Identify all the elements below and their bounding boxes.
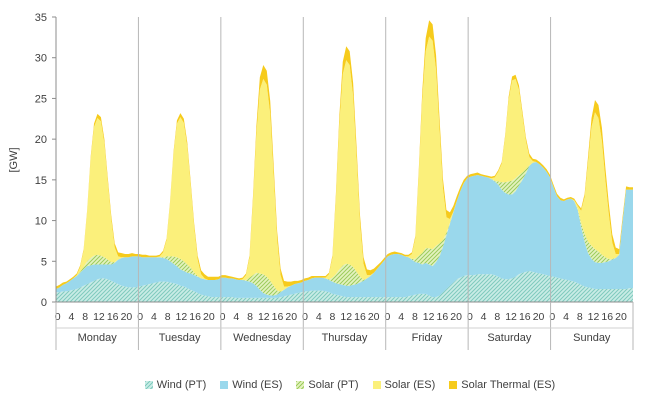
legend-label: Solar (PT) bbox=[308, 379, 359, 391]
legend-label: Wind (ES) bbox=[232, 379, 283, 391]
legend-label: Wind (PT) bbox=[156, 379, 207, 391]
day-label: Tuesday bbox=[159, 332, 201, 344]
hour-tick-label: 4 bbox=[151, 311, 157, 323]
day-separators bbox=[137, 17, 552, 302]
hour-tick-label: 0 bbox=[385, 311, 391, 323]
hour-tick-label: 8 bbox=[247, 311, 253, 323]
hour-tick-label: 16 bbox=[519, 311, 531, 323]
series-area-wind-es bbox=[56, 161, 633, 298]
hour-tick-label: 4 bbox=[481, 311, 487, 323]
hour-tick-label: 12 bbox=[258, 311, 270, 323]
series-area-solar-pt bbox=[56, 161, 633, 296]
hour-tick-label: 4 bbox=[398, 311, 404, 323]
hour-tick-label: 16 bbox=[107, 311, 119, 323]
y-tick-label: 35 bbox=[35, 12, 47, 24]
y-tick-label: 5 bbox=[41, 256, 47, 268]
y-tick-label: 30 bbox=[35, 53, 47, 65]
legend-label: Solar (ES) bbox=[384, 379, 436, 391]
hour-tick-label: 12 bbox=[176, 311, 188, 323]
legend-swatch bbox=[449, 381, 458, 389]
y-tick-label: 0 bbox=[41, 297, 47, 309]
hour-tick-label: 0 bbox=[467, 311, 473, 323]
y-axis-label: [GW] bbox=[8, 147, 20, 172]
hour-tick-label: 8 bbox=[330, 311, 336, 323]
hour-tick-label: 8 bbox=[494, 311, 500, 323]
legend-item: Wind (ES) bbox=[220, 377, 282, 393]
legend-swatch bbox=[372, 381, 381, 389]
hour-tick-label: 8 bbox=[82, 311, 88, 323]
hour-tick-label: 12 bbox=[423, 311, 435, 323]
hour-tick-label: 20 bbox=[121, 311, 133, 323]
day-label: Friday bbox=[412, 332, 443, 344]
hour-tick-label: 12 bbox=[93, 311, 105, 323]
legend-item: Solar Thermal (ES) bbox=[449, 377, 555, 393]
series-area-solar-es bbox=[56, 36, 633, 292]
legend-item: Wind (PT) bbox=[144, 377, 207, 393]
hour-tick-label: 20 bbox=[533, 311, 545, 323]
hour-tick-label: 20 bbox=[285, 311, 297, 323]
legend-label: Solar Thermal (ES) bbox=[461, 379, 556, 391]
hour-tick-label: 20 bbox=[450, 311, 462, 323]
hour-tick-label: 4 bbox=[563, 311, 569, 323]
hour-tick-label: 20 bbox=[615, 311, 627, 323]
series-area-wind-pt bbox=[56, 271, 633, 302]
legend-swatch bbox=[220, 381, 229, 389]
legend-swatch bbox=[296, 381, 305, 389]
hour-tick-label: 0 bbox=[549, 311, 555, 323]
hour-tick-label: 16 bbox=[354, 311, 366, 323]
hour-tick-label: 12 bbox=[588, 311, 600, 323]
legend-swatch bbox=[144, 381, 153, 389]
day-label: Monday bbox=[78, 332, 118, 344]
day-label: Wednesday bbox=[233, 332, 291, 344]
hour-tick-label: 4 bbox=[233, 311, 239, 323]
hour-tick-label: 16 bbox=[601, 311, 613, 323]
hour-tick-label: 12 bbox=[340, 311, 352, 323]
day-label: Thursday bbox=[322, 332, 368, 344]
hour-tick-label: 8 bbox=[577, 311, 583, 323]
legend-item: Solar (ES) bbox=[372, 377, 436, 393]
hour-tick-label: 16 bbox=[189, 311, 201, 323]
hour-tick-label: 0 bbox=[220, 311, 226, 323]
day-label: Sunday bbox=[573, 332, 611, 344]
hour-tick-label: 4 bbox=[316, 311, 322, 323]
y-tick-label: 20 bbox=[35, 134, 47, 146]
hour-tick-label: 4 bbox=[69, 311, 75, 323]
legend-item: Solar (PT) bbox=[296, 377, 359, 393]
hour-tick-label: 20 bbox=[368, 311, 380, 323]
hour-tick-label: 20 bbox=[203, 311, 215, 323]
hour-tick-label: 8 bbox=[165, 311, 171, 323]
hour-tick-label: 16 bbox=[437, 311, 449, 323]
hour-tick-label: 0 bbox=[137, 311, 143, 323]
hour-tick-label: 16 bbox=[272, 311, 284, 323]
hour-tick-label: 0 bbox=[302, 311, 308, 323]
area-layer bbox=[56, 20, 633, 302]
y-tick-label: 25 bbox=[35, 93, 47, 105]
legend: Wind (PT) Wind (ES) Solar (PT) Solar (ES) So… bbox=[110, 377, 590, 393]
hour-tick-label: 0 bbox=[55, 311, 61, 323]
day-label: Saturday bbox=[487, 332, 532, 344]
hour-tick-label: 8 bbox=[412, 311, 418, 323]
y-tick-label: 10 bbox=[35, 216, 47, 228]
hour-tick-label: 12 bbox=[505, 311, 517, 323]
y-tick-label: 15 bbox=[35, 175, 47, 187]
